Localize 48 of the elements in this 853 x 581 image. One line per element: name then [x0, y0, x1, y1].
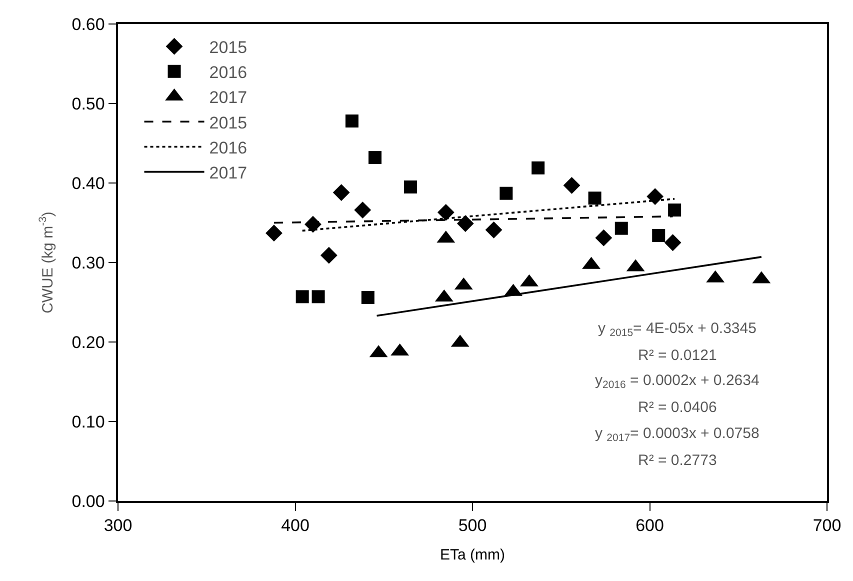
annotation: R² = 0.0121	[638, 347, 717, 364]
annotation: y$_{2016}$ = 0.0002x + 0.2634	[595, 372, 760, 392]
point	[437, 204, 454, 221]
point	[664, 234, 682, 252]
point	[652, 228, 666, 242]
x-tick-label: 700	[812, 516, 842, 536]
point	[354, 202, 372, 218]
point	[646, 188, 664, 205]
point	[296, 290, 309, 304]
legend-label: 2016	[209, 138, 248, 158]
point	[668, 204, 682, 217]
y-tick-label: 0.40	[72, 174, 105, 193]
point	[614, 222, 628, 235]
point	[345, 114, 358, 128]
x-tick-label: 500	[458, 516, 487, 536]
annotation: R² = 0.2773	[638, 452, 717, 469]
point	[312, 290, 325, 304]
point	[266, 224, 282, 242]
point	[485, 221, 502, 238]
point	[595, 229, 612, 246]
y-tick-label: 0.10	[72, 412, 105, 432]
legend-label: 2016	[209, 63, 248, 82]
y-tick-label: 0.30	[72, 253, 105, 272]
annotation: R² = 0.0406	[638, 399, 717, 416]
legend-label: 2015	[209, 113, 248, 132]
annotation: y $_{2017}$= 0.0003x + 0.0758	[595, 425, 760, 444]
x-axis-title: ETa (mm)	[440, 546, 505, 564]
point	[563, 176, 580, 194]
legend-label: 2017	[209, 88, 248, 108]
x-tick-label: 400	[281, 516, 310, 536]
y-tick-label: 0.60	[72, 14, 105, 34]
point	[532, 161, 545, 174]
point	[404, 180, 417, 194]
point	[368, 151, 382, 164]
point	[332, 184, 350, 201]
point	[361, 290, 374, 304]
y-tick-label: 0.20	[72, 332, 105, 352]
x-tick-label: 300	[104, 516, 132, 536]
annotation: y $_{2015}$= 4E-05x + 0.3345	[598, 320, 756, 340]
point	[588, 192, 602, 205]
legend-label: 2015	[209, 38, 248, 57]
y-tick-label: 0.00	[72, 492, 105, 511]
point	[456, 215, 474, 232]
y-tick-label: 0.50	[72, 94, 105, 114]
legend-label: 2017	[209, 163, 248, 182]
point	[500, 186, 513, 200]
point	[320, 246, 338, 264]
x-tick-label: 600	[636, 516, 664, 536]
